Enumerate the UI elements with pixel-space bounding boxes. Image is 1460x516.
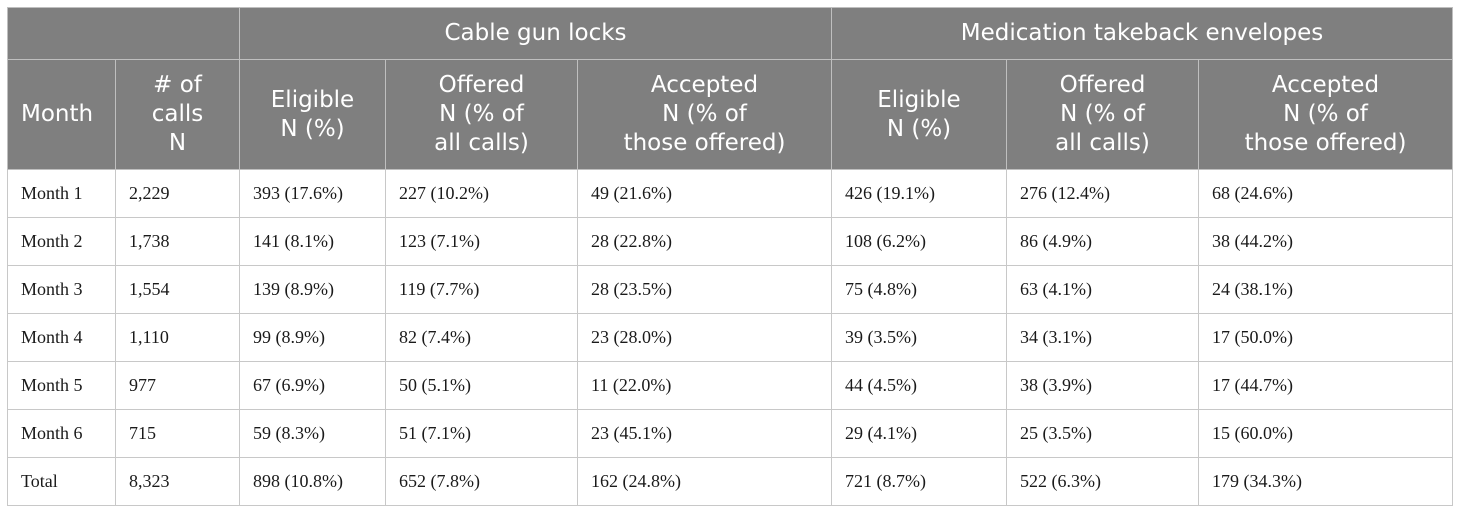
table-cell-gun-eligible: 393 (17.6%): [239, 169, 386, 218]
group-header-blank: [7, 7, 240, 60]
table-cell-med-eligible: 108 (6.2%): [831, 217, 1007, 266]
table-cell-month: Total: [7, 457, 116, 506]
table-cell-med-accepted: 15 (60.0%): [1198, 409, 1453, 458]
table-cell-calls: 1,554: [115, 265, 240, 314]
table-cell-gun-accepted: 28 (23.5%): [577, 265, 832, 314]
column-header-line: N (% of: [1060, 101, 1145, 127]
column-header-line: Month: [21, 101, 94, 127]
table-cell-gun-offered: 50 (5.1%): [385, 361, 578, 410]
table-cell-gun-eligible: 67 (6.9%): [239, 361, 386, 410]
table-cell-gun-eligible: 99 (8.9%): [239, 313, 386, 362]
column-header-line: N (%): [280, 115, 345, 142]
table-cell-calls: 977: [115, 361, 240, 410]
column-header-gun-offered: Offered N (% of all calls): [385, 59, 578, 170]
table-cell-gun-eligible: 898 (10.8%): [239, 457, 386, 506]
column-header-line: Offered: [1059, 72, 1146, 98]
table-cell-med-offered: 86 (4.9%): [1006, 217, 1199, 266]
table-cell-gun-offered: 51 (7.1%): [385, 409, 578, 458]
table-cell-med-accepted: 24 (38.1%): [1198, 265, 1453, 314]
table-row: Month 1 2,229 393 (17.6%) 227 (10.2%) 49…: [7, 169, 1453, 218]
table-cell-month: Month 3: [7, 265, 116, 314]
column-header-med-accepted: Accepted N (% of those offered): [1198, 59, 1453, 170]
table-cell-gun-offered: 227 (10.2%): [385, 169, 578, 218]
column-header-month: Month: [7, 59, 116, 170]
table-cell-med-accepted: 17 (50.0%): [1198, 313, 1453, 362]
table-cell-gun-accepted: 49 (21.6%): [577, 169, 832, 218]
table-cell-gun-accepted: 23 (45.1%): [577, 409, 832, 458]
table-cell-med-accepted: 38 (44.2%): [1198, 217, 1453, 266]
column-header-line: Accepted: [650, 72, 759, 98]
column-header-line: Offered: [438, 72, 525, 98]
table-cell-med-accepted: 68 (24.6%): [1198, 169, 1453, 218]
table-cell-gun-offered: 119 (7.7%): [385, 265, 578, 314]
table-cell-med-offered: 63 (4.1%): [1006, 265, 1199, 314]
table-cell-gun-eligible: 59 (8.3%): [239, 409, 386, 458]
table-cell-gun-offered: 652 (7.8%): [385, 457, 578, 506]
column-header-line: # of: [153, 72, 202, 98]
column-header-line: N (% of: [662, 101, 747, 127]
table-cell-med-eligible: 426 (19.1%): [831, 169, 1007, 218]
table-cell-med-accepted: 17 (44.7%): [1198, 361, 1453, 410]
column-header-row: Month # of calls N Eligible N (%) Offere…: [7, 59, 1453, 170]
table-cell-gun-accepted: 162 (24.8%): [577, 457, 832, 506]
column-header-line: all calls): [1055, 130, 1150, 156]
table-cell-gun-eligible: 141 (8.1%): [239, 217, 386, 266]
table-cell-calls: 715: [115, 409, 240, 458]
table-row: Month 2 1,738 141 (8.1%) 123 (7.1%) 28 (…: [7, 217, 1453, 266]
table-row: Month 6 715 59 (8.3%) 51 (7.1%) 23 (45.1…: [7, 409, 1453, 458]
table-cell-month: Month 6: [7, 409, 116, 458]
column-header-line: all calls): [434, 130, 529, 156]
table-body: Month 1 2,229 393 (17.6%) 227 (10.2%) 49…: [7, 169, 1453, 506]
column-header-line: Eligible: [270, 86, 355, 113]
column-header-calls: # of calls N: [115, 59, 240, 170]
table-cell-month: Month 5: [7, 361, 116, 410]
table-cell-gun-accepted: 23 (28.0%): [577, 313, 832, 362]
column-header-line: those offered): [1244, 130, 1407, 156]
table-cell-calls: 1,110: [115, 313, 240, 362]
table-cell-calls: 8,323: [115, 457, 240, 506]
column-header-line: N (% of: [1283, 101, 1368, 127]
table-cell-med-offered: 25 (3.5%): [1006, 409, 1199, 458]
column-header-line: Eligible: [877, 86, 961, 113]
table-cell-month: Month 2: [7, 217, 116, 266]
column-header-med-eligible: Eligible N (%): [831, 59, 1007, 170]
table-row-total: Total 8,323 898 (10.8%) 652 (7.8%) 162 (…: [7, 457, 1453, 506]
column-header-line: those offered): [623, 130, 786, 156]
group-header-cable-gun-locks: Cable gun locks: [239, 7, 832, 60]
group-header-row: Cable gun locks Medication takeback enve…: [7, 7, 1453, 60]
table-cell-gun-eligible: 139 (8.9%): [239, 265, 386, 314]
table-cell-month: Month 1: [7, 169, 116, 218]
table-cell-med-offered: 34 (3.1%): [1006, 313, 1199, 362]
table-cell-gun-offered: 82 (7.4%): [385, 313, 578, 362]
column-header-gun-accepted: Accepted N (% of those offered): [577, 59, 832, 170]
table-cell-med-eligible: 29 (4.1%): [831, 409, 1007, 458]
table-cell-med-eligible: 721 (8.7%): [831, 457, 1007, 506]
column-header-med-offered: Offered N (% of all calls): [1006, 59, 1199, 170]
column-header-line: calls: [151, 101, 204, 127]
table-cell-month: Month 4: [7, 313, 116, 362]
column-header-line: Accepted: [1271, 72, 1380, 98]
table-cell-med-eligible: 75 (4.8%): [831, 265, 1007, 314]
column-header-line: N: [168, 130, 187, 156]
table-cell-med-offered: 522 (6.3%): [1006, 457, 1199, 506]
table-cell-med-offered: 38 (3.9%): [1006, 361, 1199, 410]
table-cell-gun-accepted: 11 (22.0%): [577, 361, 832, 410]
table-cell-med-accepted: 179 (34.3%): [1198, 457, 1453, 506]
table-cell-calls: 2,229: [115, 169, 240, 218]
table-row: Month 5 977 67 (6.9%) 50 (5.1%) 11 (22.0…: [7, 361, 1453, 410]
column-header-line: N (%): [886, 115, 952, 142]
table-cell-med-eligible: 44 (4.5%): [831, 361, 1007, 410]
column-header-line: N (% of: [439, 101, 524, 127]
table-row: Month 4 1,110 99 (8.9%) 82 (7.4%) 23 (28…: [7, 313, 1453, 362]
table-cell-med-eligible: 39 (3.5%): [831, 313, 1007, 362]
table-row: Month 3 1,554 139 (8.9%) 119 (7.7%) 28 (…: [7, 265, 1453, 314]
table-cell-med-offered: 276 (12.4%): [1006, 169, 1199, 218]
data-table: Cable gun locks Medication takeback enve…: [7, 7, 1453, 506]
group-header-medication-takeback: Medication takeback envelopes: [831, 7, 1453, 60]
table-cell-gun-offered: 123 (7.1%): [385, 217, 578, 266]
column-header-gun-eligible: Eligible N (%): [239, 59, 386, 170]
table-cell-calls: 1,738: [115, 217, 240, 266]
table-cell-gun-accepted: 28 (22.8%): [577, 217, 832, 266]
